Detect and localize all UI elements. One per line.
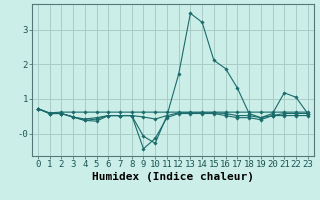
X-axis label: Humidex (Indice chaleur): Humidex (Indice chaleur): [92, 172, 254, 182]
